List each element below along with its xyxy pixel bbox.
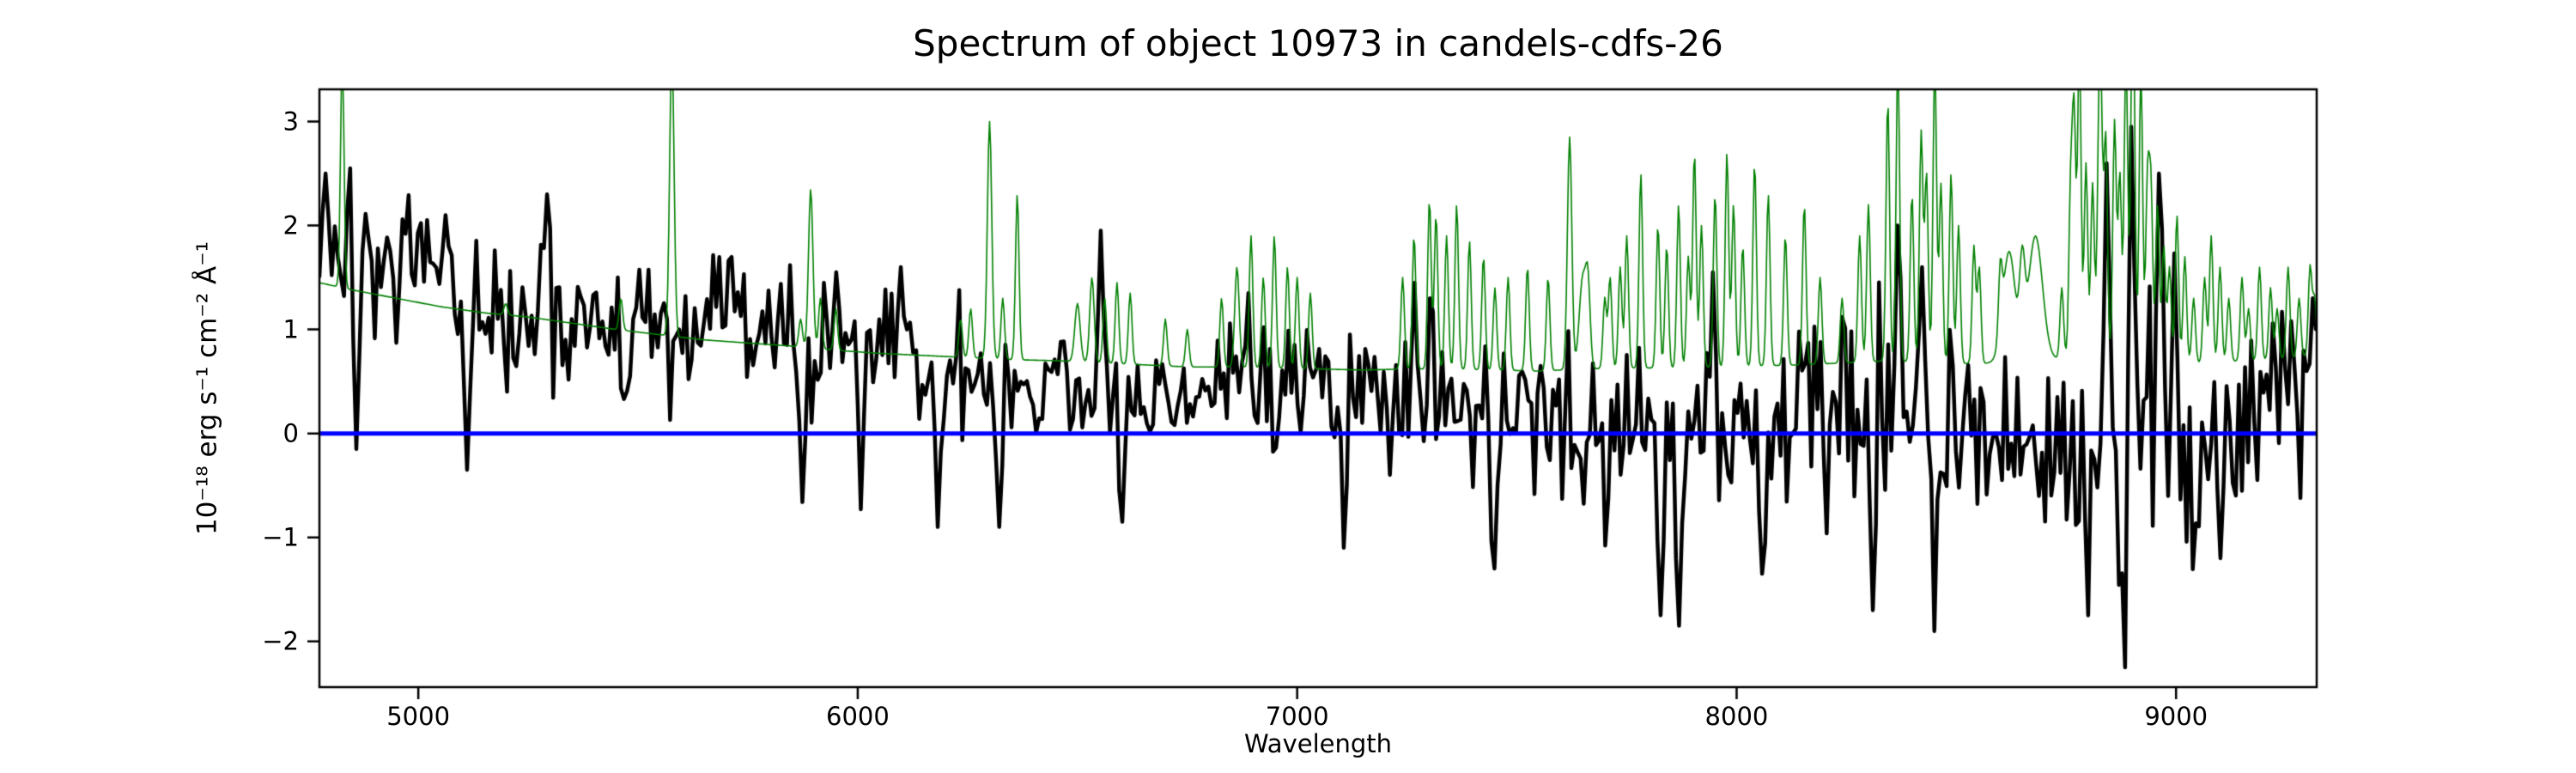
y-tick-label: 2	[283, 210, 299, 240]
x-axis-label: Wavelength	[1243, 729, 1393, 758]
y-tick-label: −2	[262, 626, 299, 656]
x-tick-label: 8000	[1704, 702, 1769, 731]
x-tick-label: 7000	[1265, 702, 1329, 731]
y-tick-label: 3	[283, 107, 299, 137]
x-tick-label: 5000	[386, 702, 451, 731]
y-tick-label: 0	[283, 418, 299, 448]
plot-title: Spectrum of object 10973 in candels-cdfs…	[913, 22, 1723, 64]
x-tick-label: 6000	[826, 702, 890, 731]
y-axis-label: 10⁻¹⁸ erg s⁻¹ cm⁻² Å⁻¹	[191, 241, 223, 535]
x-tick-label: 9000	[2144, 702, 2208, 731]
y-tick-label: 1	[283, 314, 299, 344]
y-tick-label: −1	[262, 522, 299, 552]
